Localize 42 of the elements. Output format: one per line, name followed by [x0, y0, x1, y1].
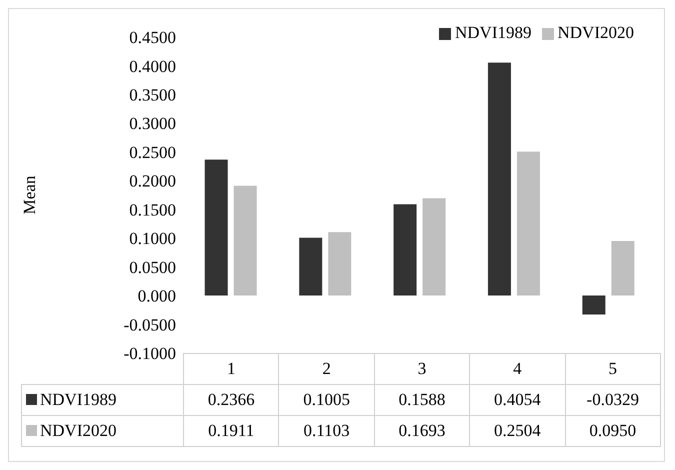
data-label: -0.0329 — [565, 384, 660, 416]
x-tick-label: 2 — [278, 354, 374, 384]
data-label: 0.1103 — [278, 416, 374, 446]
text: NDVI2020 — [40, 421, 116, 440]
bar — [234, 186, 257, 296]
data-label: 0.1693 — [374, 416, 470, 446]
y-tick-label: 0.3500 — [129, 85, 176, 104]
bar — [394, 204, 417, 296]
y-tick-label: 0.000 — [138, 286, 176, 306]
y-tick-label: -0.0500 — [124, 315, 176, 334]
y-tick-label: 0.4000 — [129, 56, 176, 76]
bar — [516, 152, 540, 296]
y-tick-label: 0.3000 — [129, 114, 176, 134]
data-label: 0.1911 — [184, 416, 279, 446]
bar — [299, 238, 322, 296]
x-tick-label: 1 — [184, 354, 279, 384]
y-tick-label: 0.1000 — [129, 229, 176, 248]
bar — [611, 240, 634, 296]
y-tick-label: -0.1000 — [124, 344, 176, 364]
y-tick-label: 0.1500 — [129, 200, 176, 220]
bar — [582, 296, 606, 314]
x-tick-label: 3 — [374, 354, 470, 384]
y-tick-label: 0.2500 — [129, 142, 176, 162]
data-label: 0.2366 — [184, 384, 279, 416]
legend-label: NDVI1989 — [455, 23, 532, 42]
y-tick-label: 0.4500 — [129, 28, 176, 48]
bar — [422, 198, 446, 296]
bar — [328, 232, 352, 296]
bar — [204, 160, 228, 296]
data-label: 0.1005 — [278, 384, 374, 416]
data-label: 0.4054 — [470, 384, 566, 416]
data-label: 0.0950 — [565, 416, 660, 446]
data-label: 0.1588 — [374, 384, 470, 416]
x-tick-label: 5 — [565, 354, 660, 384]
data-label: 0.2504 — [470, 416, 566, 446]
y-axis-title: Mean — [20, 175, 40, 214]
y-tick-label: 0.2000 — [129, 172, 176, 191]
text: NDVI1989 — [40, 390, 116, 409]
legend-label: NDVI2020 — [558, 23, 634, 42]
x-tick-label: 4 — [470, 354, 566, 384]
y-tick-label: 0.0500 — [129, 258, 176, 277]
bar — [488, 62, 511, 296]
